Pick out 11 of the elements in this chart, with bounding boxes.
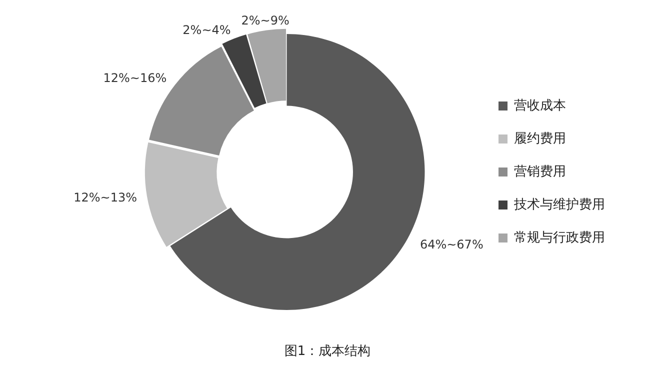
text: 2%~9%	[241, 14, 290, 28]
text: 64%~67%	[420, 237, 484, 252]
legend-label: 营销费用	[514, 164, 566, 180]
legend-label: 履约费用	[514, 131, 566, 146]
text: 12%~13%	[74, 190, 138, 204]
text: 2%~4%	[182, 22, 231, 37]
legend-label: 营收成本	[514, 98, 566, 114]
legend-label: 常规与行政费用	[514, 230, 605, 246]
caption: 图1：成本结构	[283, 343, 372, 360]
legend-label: 技术与维护费用	[513, 197, 605, 212]
text: 12%~16%	[103, 70, 167, 85]
